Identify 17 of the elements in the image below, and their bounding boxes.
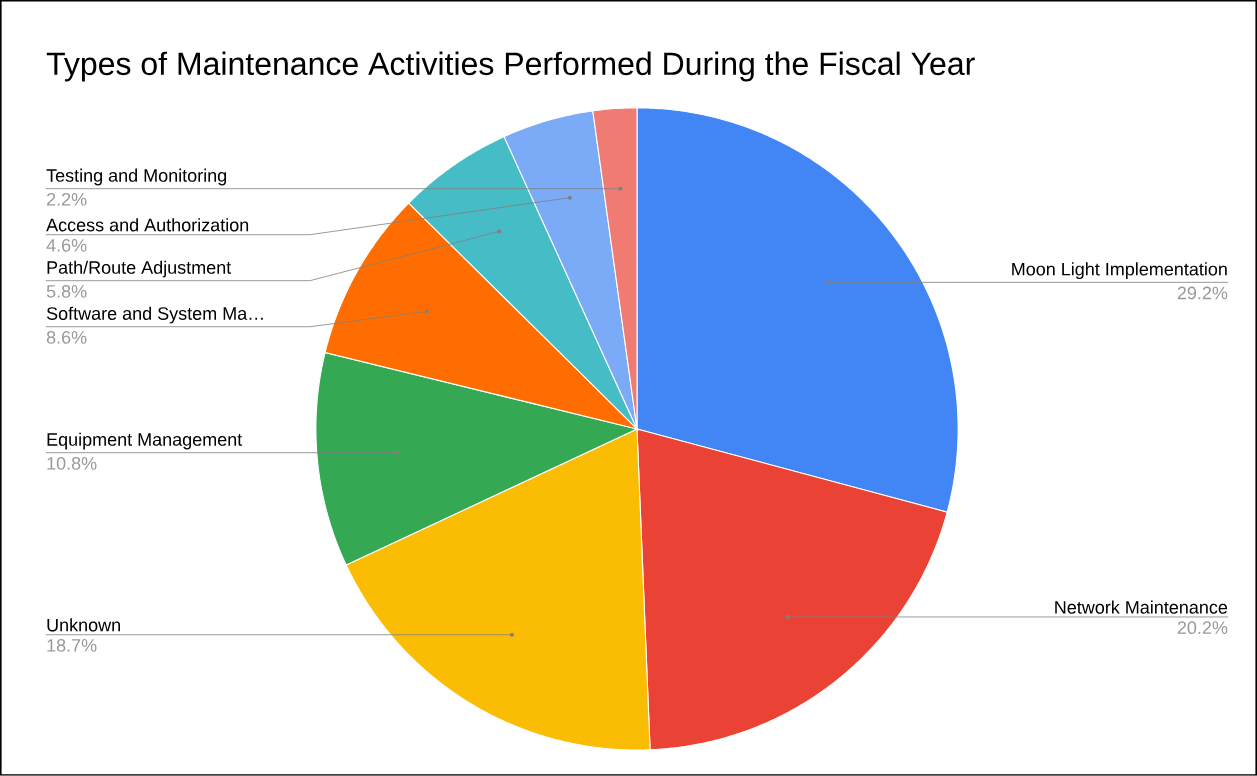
data-label: 2.2% bbox=[46, 193, 87, 206]
slice-label: Equipment Management bbox=[47, 432, 243, 450]
slice-label: Unknown bbox=[47, 618, 120, 632]
data-label: 4.6% bbox=[46, 239, 87, 252]
data-label: 8.6% bbox=[46, 331, 87, 344]
slice-label: Path/Route Adjustment bbox=[47, 260, 232, 278]
slice-label: Access and Authorization bbox=[46, 218, 249, 232]
data-label: 20.2% bbox=[1177, 621, 1228, 635]
chart-title: Types of Maintenance Activities Performed During the Fiscal Year bbox=[46, 51, 975, 82]
slice-label: Moon Light Implementation bbox=[1012, 262, 1227, 280]
slice-label: Testing and Monitoring bbox=[46, 168, 227, 186]
slice-label: Software and System Ma… bbox=[46, 306, 263, 324]
data-label: 29.2% bbox=[1177, 286, 1228, 300]
data-label: 10.8% bbox=[47, 457, 97, 470]
data-label: 5.8% bbox=[46, 285, 87, 298]
slice-label: Network Maintenance bbox=[1055, 600, 1228, 614]
data-label: 18.7% bbox=[47, 639, 97, 652]
